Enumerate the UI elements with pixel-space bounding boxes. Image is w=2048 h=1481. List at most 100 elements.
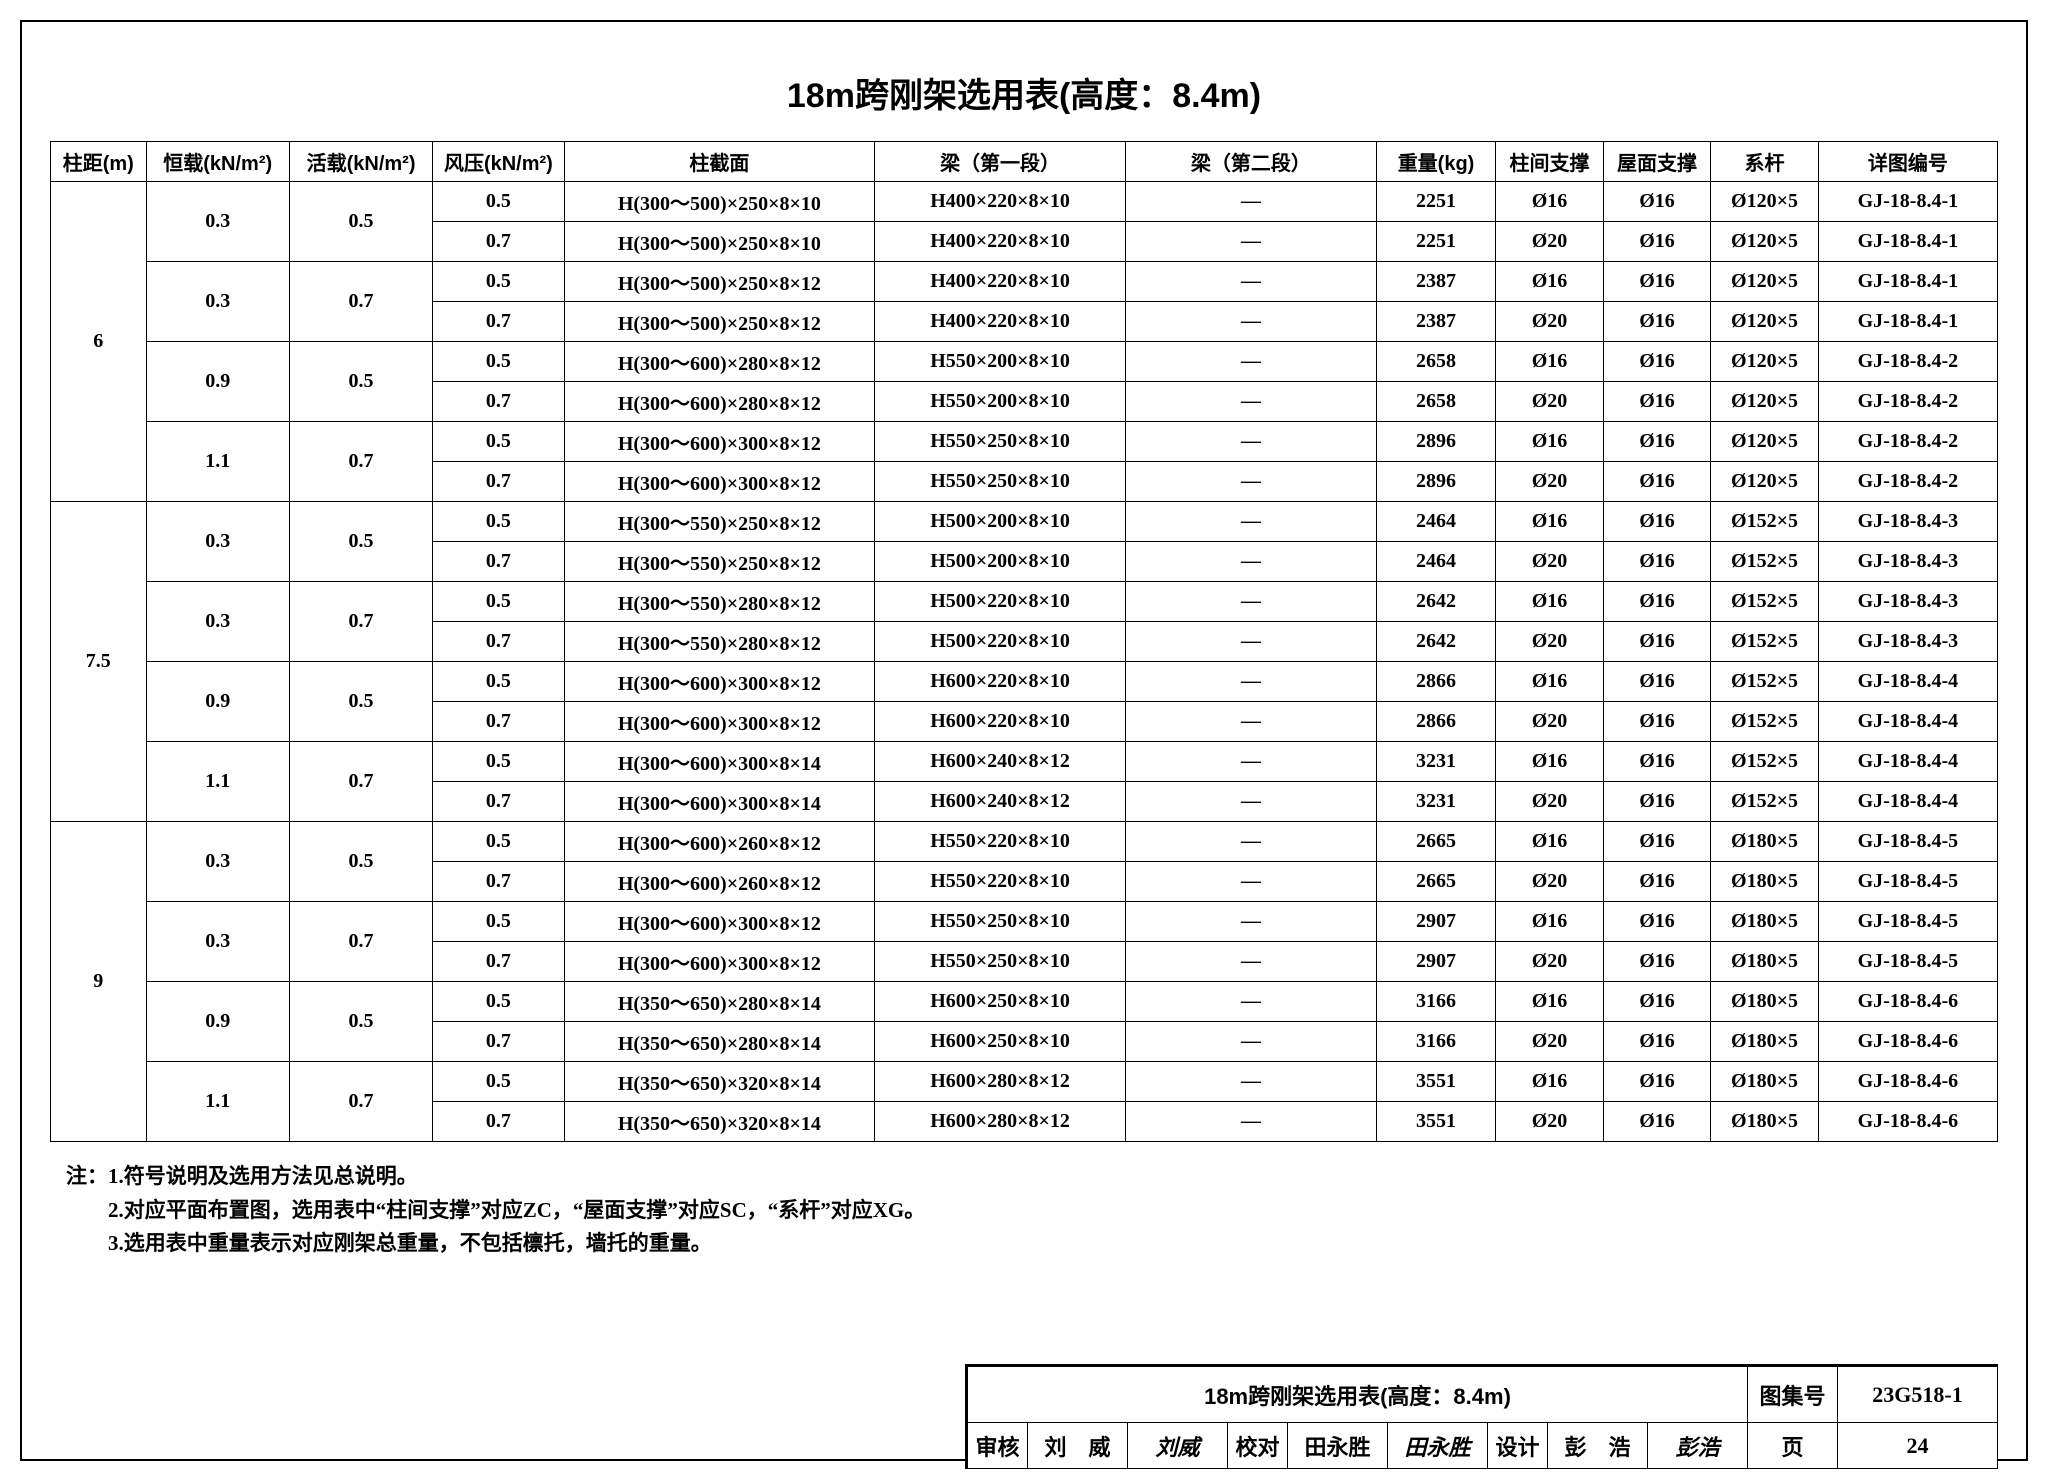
shenhe-name: 刘 威 bbox=[1028, 1423, 1128, 1469]
cell-huozai: 0.5 bbox=[289, 182, 432, 262]
cell-liang1: H400×220×8×10 bbox=[875, 262, 1126, 302]
cell-weight: 2642 bbox=[1376, 582, 1495, 622]
cell-zhujiemian: H(300～600)×300×8×12 bbox=[564, 462, 875, 502]
cell-fengya: 0.5 bbox=[433, 262, 564, 302]
column-header: 重量(kg) bbox=[1376, 142, 1495, 182]
tujihao-value: 23G518-1 bbox=[1838, 1367, 1998, 1423]
cell-zhuzhicheng: Ø16 bbox=[1496, 1062, 1604, 1102]
page-title: 18m跨刚架选用表(高度：8.4m) bbox=[50, 68, 1998, 117]
cell-weight: 2251 bbox=[1376, 182, 1495, 222]
cell-liang2: — bbox=[1125, 342, 1376, 382]
sheji-name: 彭 浩 bbox=[1548, 1423, 1648, 1469]
cell-liang2: — bbox=[1125, 822, 1376, 862]
cell-fengya: 0.5 bbox=[433, 582, 564, 622]
cell-wuzhicheng: Ø16 bbox=[1603, 582, 1711, 622]
tujihao-label: 图集号 bbox=[1748, 1367, 1838, 1423]
cell-zhuzhicheng: Ø20 bbox=[1496, 222, 1604, 262]
cell-xigan: Ø180×5 bbox=[1711, 902, 1819, 942]
cell-weight: 2866 bbox=[1376, 662, 1495, 702]
cell-zhuju: 6 bbox=[51, 182, 147, 502]
cell-wuzhicheng: Ø16 bbox=[1603, 222, 1711, 262]
cell-weight: 2896 bbox=[1376, 462, 1495, 502]
column-header: 梁（第二段） bbox=[1125, 142, 1376, 182]
cell-wuzhicheng: Ø16 bbox=[1603, 262, 1711, 302]
cell-liang2: — bbox=[1125, 262, 1376, 302]
cell-zhuzhicheng: Ø20 bbox=[1496, 382, 1604, 422]
cell-xigan: Ø120×5 bbox=[1711, 422, 1819, 462]
column-header: 风压(kN/m²) bbox=[433, 142, 564, 182]
table-row: 0.90.50.5H(300～600)×280×8×12H550×200×8×1… bbox=[51, 342, 1998, 382]
column-header: 活载(kN/m²) bbox=[289, 142, 432, 182]
cell-zhujiemian: H(300～600)×300×8×14 bbox=[564, 782, 875, 822]
cell-liang2: — bbox=[1125, 702, 1376, 742]
cell-hengzai: 0.3 bbox=[146, 262, 289, 342]
cell-fengya: 0.7 bbox=[433, 942, 564, 982]
cell-liang2: — bbox=[1125, 742, 1376, 782]
cell-liang2: — bbox=[1125, 1102, 1376, 1142]
jiaodui-name: 田永胜 bbox=[1288, 1423, 1388, 1469]
cell-hengzai: 0.3 bbox=[146, 582, 289, 662]
cell-liang2: — bbox=[1125, 982, 1376, 1022]
cell-xigan: Ø152×5 bbox=[1711, 702, 1819, 742]
cell-detail: GJ-18-8.4-6 bbox=[1818, 1062, 1997, 1102]
cell-hengzai: 0.3 bbox=[146, 502, 289, 582]
cell-huozai: 0.5 bbox=[289, 822, 432, 902]
cell-liang2: — bbox=[1125, 622, 1376, 662]
cell-liang1: H600×240×8×12 bbox=[875, 742, 1126, 782]
cell-detail: GJ-18-8.4-4 bbox=[1818, 742, 1997, 782]
table-row: 0.90.50.5H(350～650)×280×8×14H600×250×8×1… bbox=[51, 982, 1998, 1022]
cell-liang2: — bbox=[1125, 782, 1376, 822]
cell-liang1: H600×220×8×10 bbox=[875, 662, 1126, 702]
cell-weight: 2464 bbox=[1376, 542, 1495, 582]
cell-weight: 2387 bbox=[1376, 262, 1495, 302]
cell-xigan: Ø152×5 bbox=[1711, 502, 1819, 542]
cell-zhuzhicheng: Ø16 bbox=[1496, 662, 1604, 702]
cell-hengzai: 0.9 bbox=[146, 982, 289, 1062]
cell-liang2: — bbox=[1125, 422, 1376, 462]
cell-liang1: H550×250×8×10 bbox=[875, 422, 1126, 462]
cell-fengya: 0.7 bbox=[433, 862, 564, 902]
cell-zhuzhicheng: Ø16 bbox=[1496, 262, 1604, 302]
cell-zhujiemian: H(300～500)×250×8×12 bbox=[564, 262, 875, 302]
cell-hengzai: 1.1 bbox=[146, 1062, 289, 1142]
cell-wuzhicheng: Ø16 bbox=[1603, 542, 1711, 582]
cell-weight: 3166 bbox=[1376, 982, 1495, 1022]
column-header: 柱截面 bbox=[564, 142, 875, 182]
table-row: 0.30.70.5H(300～500)×250×8×12H400×220×8×1… bbox=[51, 262, 1998, 302]
cell-fengya: 0.7 bbox=[433, 222, 564, 262]
cell-huozai: 0.5 bbox=[289, 982, 432, 1062]
cell-fengya: 0.5 bbox=[433, 182, 564, 222]
cell-liang1: H500×200×8×10 bbox=[875, 502, 1126, 542]
cell-fengya: 0.5 bbox=[433, 502, 564, 542]
cell-liang1: H600×240×8×12 bbox=[875, 782, 1126, 822]
cell-zhujiemian: H(300～500)×250×8×12 bbox=[564, 302, 875, 342]
cell-liang1: H500×200×8×10 bbox=[875, 542, 1126, 582]
cell-wuzhicheng: Ø16 bbox=[1603, 702, 1711, 742]
cell-xigan: Ø180×5 bbox=[1711, 862, 1819, 902]
cell-liang1: H500×220×8×10 bbox=[875, 582, 1126, 622]
cell-detail: GJ-18-8.4-5 bbox=[1818, 942, 1997, 982]
cell-weight: 2896 bbox=[1376, 422, 1495, 462]
note-line: 3.选用表中重量表示对应刚架总重量，不包括檩托，墙托的重量。 bbox=[108, 1231, 712, 1255]
cell-xigan: Ø180×5 bbox=[1711, 942, 1819, 982]
cell-zhujiemian: H(300～600)×300×8×14 bbox=[564, 742, 875, 782]
note-line: 1.符号说明及选用方法见总说明。 bbox=[108, 1164, 418, 1188]
cell-liang1: H550×220×8×10 bbox=[875, 862, 1126, 902]
title-block: 18m跨刚架选用表(高度：8.4m) 图集号 23G518-1 审核 刘 威 刘… bbox=[965, 1364, 1998, 1469]
cell-weight: 3231 bbox=[1376, 782, 1495, 822]
cell-wuzhicheng: Ø16 bbox=[1603, 382, 1711, 422]
cell-zhujiemian: H(300～600)×280×8×12 bbox=[564, 342, 875, 382]
cell-liang1: H400×220×8×10 bbox=[875, 222, 1126, 262]
cell-liang1: H500×220×8×10 bbox=[875, 622, 1126, 662]
cell-zhuju: 9 bbox=[51, 822, 147, 1142]
cell-zhujiemian: H(300～600)×300×8×12 bbox=[564, 662, 875, 702]
cell-detail: GJ-18-8.4-5 bbox=[1818, 822, 1997, 862]
cell-zhujiemian: H(350～650)×320×8×14 bbox=[564, 1102, 875, 1142]
cell-detail: GJ-18-8.4-6 bbox=[1818, 1102, 1997, 1142]
cell-hengzai: 0.3 bbox=[146, 822, 289, 902]
cell-wuzhicheng: Ø16 bbox=[1603, 622, 1711, 662]
cell-liang1: H400×220×8×10 bbox=[875, 182, 1126, 222]
sheji-label: 设计 bbox=[1488, 1423, 1548, 1469]
cell-huozai: 0.7 bbox=[289, 582, 432, 662]
table-row: 0.90.50.5H(300～600)×300×8×12H600×220×8×1… bbox=[51, 662, 1998, 702]
